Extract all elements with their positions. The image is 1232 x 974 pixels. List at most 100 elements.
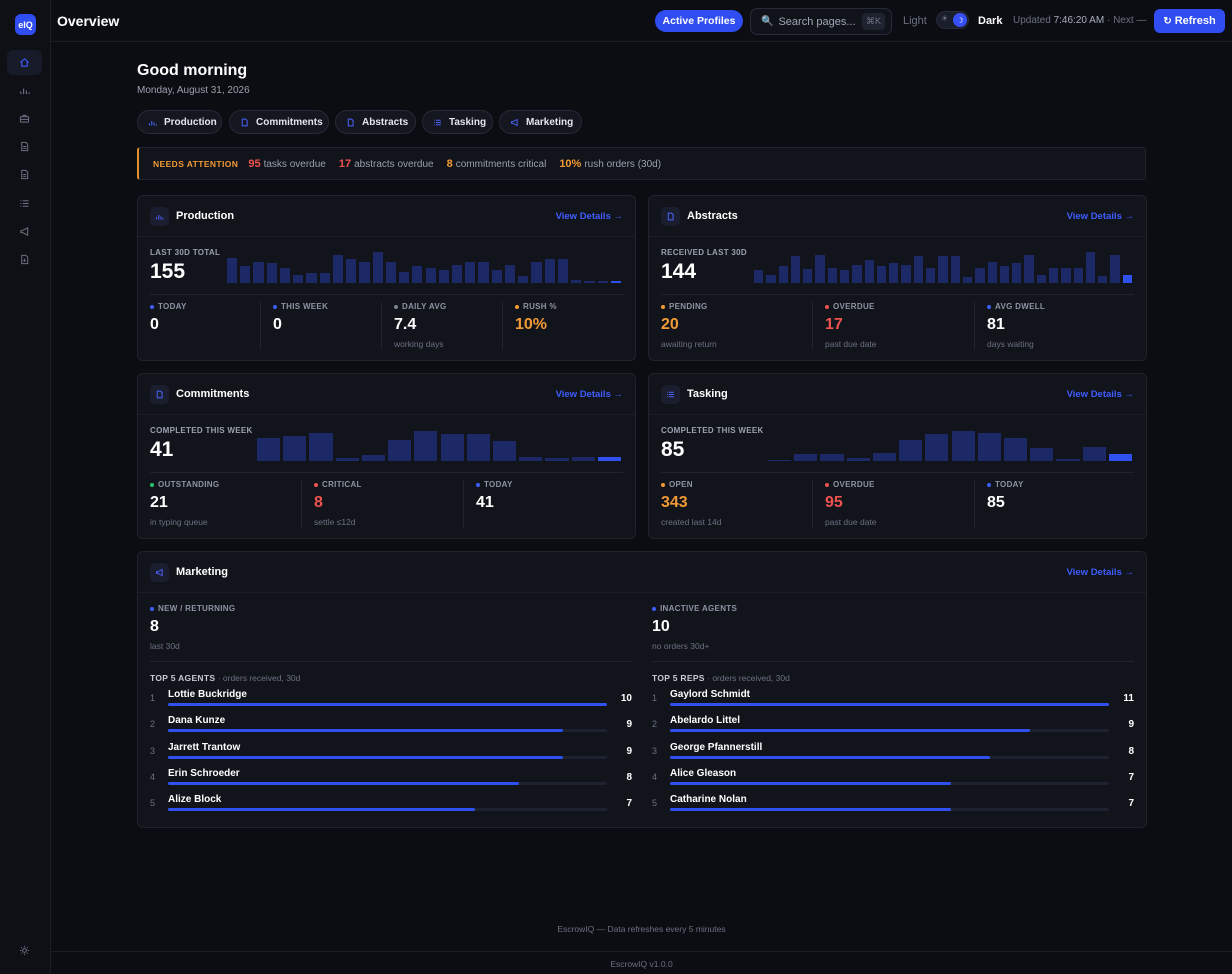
list-item[interactable]: 3 Jarrett Trantow 9 bbox=[150, 742, 632, 764]
spark-bar bbox=[1061, 267, 1071, 283]
spark-bar bbox=[571, 456, 595, 461]
sidebar-item-settings[interactable] bbox=[7, 938, 42, 963]
document-icon bbox=[21, 169, 29, 180]
top-reps-heading: TOP 5 REPS · orders received, 30d bbox=[652, 673, 790, 683]
rank: 2 bbox=[652, 719, 658, 730]
attention-abstracts-overdue[interactable]: 17 abstracts overdue bbox=[338, 157, 434, 170]
total-value: 155 bbox=[150, 260, 186, 283]
count: 9 bbox=[1128, 719, 1134, 731]
spark-bar bbox=[372, 252, 383, 283]
list-item[interactable]: 2 Abelardo Littel 9 bbox=[652, 715, 1134, 737]
sidebar-item-abstracts[interactable] bbox=[7, 162, 42, 187]
moon-icon: ☽ bbox=[953, 13, 967, 27]
sidebar-item-production[interactable] bbox=[7, 78, 42, 103]
spark-bar bbox=[571, 280, 582, 283]
sidebar-item-overview[interactable] bbox=[7, 50, 42, 75]
spark-bar bbox=[361, 455, 386, 461]
spark-bar bbox=[492, 441, 517, 461]
count: 11 bbox=[1123, 693, 1134, 704]
spark-bar bbox=[1048, 267, 1059, 283]
sidebar-item-commitments[interactable] bbox=[7, 134, 42, 159]
attention-tasks-overdue[interactable]: 95 tasks overdue bbox=[248, 157, 326, 170]
attention-rush-orders[interactable]: 10% rush orders (30d) bbox=[559, 157, 662, 170]
spark-bar bbox=[491, 270, 502, 283]
spark-bar bbox=[852, 264, 862, 283]
sidebar-item-marketing[interactable] bbox=[7, 219, 42, 244]
tasking-sparkline bbox=[768, 429, 1135, 461]
spark-bar bbox=[925, 434, 949, 461]
card-title: Tasking bbox=[687, 388, 728, 400]
spark-bar bbox=[901, 264, 911, 283]
quick-link-production[interactable]: Production bbox=[137, 110, 222, 134]
rank: 3 bbox=[150, 745, 156, 756]
active-profiles-button[interactable]: Active Profiles bbox=[655, 10, 743, 32]
view-details-link[interactable]: View Details → bbox=[1066, 211, 1134, 222]
list-item[interactable]: 1 Gaylord Schmidt 11 bbox=[652, 689, 1134, 711]
kpi-today: TODAY 41 bbox=[463, 480, 624, 528]
kpi-rush-percent: RUSH % 10% bbox=[502, 302, 623, 350]
briefcase-icon bbox=[19, 114, 30, 123]
spark-bar bbox=[293, 274, 304, 283]
spark-bar bbox=[840, 270, 850, 283]
spark-bar bbox=[283, 435, 307, 461]
megaphone-icon bbox=[510, 118, 519, 127]
theme-light-label[interactable]: Light bbox=[903, 15, 927, 27]
spark-bar bbox=[597, 280, 608, 283]
spark-bar bbox=[1098, 275, 1108, 283]
spark-bar bbox=[332, 254, 344, 283]
sidebar-item-reports[interactable] bbox=[7, 247, 42, 272]
list-item[interactable]: 3 George Pfannerstill 8 bbox=[652, 742, 1134, 764]
footer-version: EscrowIQ v1.0.0 bbox=[51, 951, 1232, 974]
view-details-link[interactable]: View Details → bbox=[555, 389, 623, 400]
spark-bar bbox=[414, 431, 438, 461]
list-item[interactable]: 1 Lottie Buckridge 10 bbox=[150, 689, 632, 711]
app-logo[interactable]: eIQ bbox=[15, 14, 36, 35]
spark-bar bbox=[531, 261, 542, 283]
search-input[interactable]: 🔍 Search pages... ⌘K bbox=[750, 8, 892, 35]
marketing-card: Marketing View Details → NEW / RETURNING… bbox=[137, 551, 1147, 828]
quick-link-commitments[interactable]: Commitments bbox=[229, 110, 329, 134]
quick-link-tasking[interactable]: Tasking bbox=[422, 110, 493, 134]
spark-bar bbox=[987, 261, 997, 283]
footer-note: EscrowIQ — Data refreshes every 5 minute… bbox=[557, 924, 726, 934]
spark-bar bbox=[335, 457, 359, 461]
progress-track bbox=[168, 729, 607, 733]
spark-bar bbox=[1003, 438, 1028, 461]
needs-attention-banner: NEEDS ATTENTION 95 tasks overdue 17 abstra… bbox=[137, 147, 1146, 180]
quick-link-marketing[interactable]: Marketing bbox=[499, 110, 582, 134]
view-details-link[interactable]: View Details → bbox=[1066, 567, 1134, 578]
sidebar-item-tasking[interactable] bbox=[7, 191, 42, 216]
list-item[interactable]: 4 Alice Gleason 7 bbox=[652, 768, 1134, 790]
progress-fill bbox=[168, 781, 520, 785]
refresh-button[interactable]: ↻ Refresh bbox=[1154, 9, 1225, 33]
list-item[interactable]: 5 Catharine Nolan 7 bbox=[652, 794, 1134, 816]
tasking-card: Tasking View Details → COMPLETED THIS WE… bbox=[648, 373, 1147, 539]
list-item[interactable]: 2 Dana Kunze 9 bbox=[150, 715, 632, 737]
view-details-link[interactable]: View Details → bbox=[1066, 389, 1134, 400]
theme-toggle[interactable]: ☀ ☽ bbox=[936, 11, 969, 29]
total-label: LAST 30D TOTAL bbox=[150, 248, 221, 257]
spark-bar bbox=[790, 256, 801, 283]
card-title: Abstracts bbox=[687, 210, 738, 222]
spark-bar bbox=[872, 452, 897, 461]
document-icon bbox=[346, 118, 355, 127]
spark-bar bbox=[399, 271, 410, 283]
kpi-pending: PENDING 20 awaiting return bbox=[661, 302, 717, 349]
spark-bar bbox=[478, 261, 489, 283]
sidebar-item-briefcase[interactable] bbox=[7, 106, 42, 131]
spark-bar bbox=[519, 456, 543, 461]
updated-status: Updated 7:46:20 AM · Next — bbox=[1013, 15, 1147, 26]
attention-commitments-critical[interactable]: 8 commitments critical bbox=[446, 157, 547, 170]
list-item[interactable]: 5 Alize Block 7 bbox=[150, 794, 632, 816]
quick-link-abstracts[interactable]: Abstracts bbox=[335, 110, 416, 134]
greeting-date: Monday, August 31, 2026 bbox=[137, 85, 250, 96]
theme-dark-label[interactable]: Dark bbox=[978, 15, 1003, 27]
progress-track bbox=[670, 808, 1109, 812]
file-chart-icon bbox=[21, 254, 29, 265]
list-item[interactable]: 4 Erin Schroeder 8 bbox=[150, 768, 632, 790]
spark-bar bbox=[440, 434, 464, 461]
name: George Pfannerstill bbox=[670, 741, 763, 753]
divider bbox=[649, 414, 1146, 415]
view-details-link[interactable]: View Details → bbox=[555, 211, 623, 222]
divider bbox=[649, 236, 1146, 237]
